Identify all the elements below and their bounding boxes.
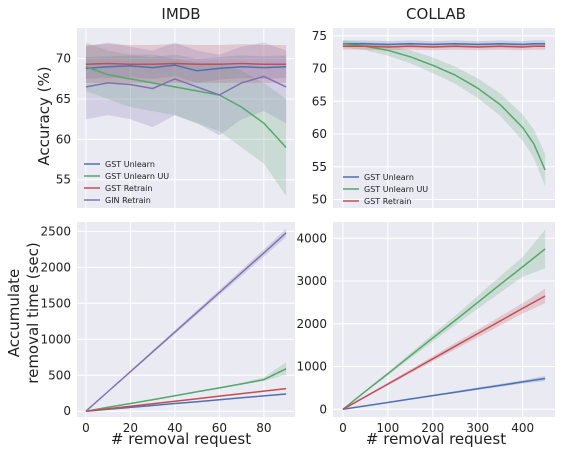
y-tick-label: 2000	[296, 317, 327, 331]
series-line-gst-unlearn	[342, 377, 546, 411]
series-line-gin-retrain	[85, 75, 287, 96]
series-line-gst-unlearn-uu	[342, 42, 546, 171]
band-gst-unlearn	[85, 54, 287, 83]
y-tick-label: 500	[48, 368, 71, 382]
y-tick-label: 0	[63, 404, 71, 418]
y-tick-label: 70	[312, 62, 327, 76]
y-tick-label: 70	[56, 52, 71, 66]
imdb-xlabel: # removal request	[111, 430, 251, 448]
x-tick-label: 0	[339, 421, 347, 435]
x-tick-label: 60	[212, 421, 227, 435]
y-tick-label: 55	[312, 160, 327, 174]
series-line-gst-retrain	[342, 295, 546, 410]
y-tick-label: 1000	[296, 360, 327, 374]
collab-title: COLLAB	[406, 5, 466, 23]
legend-label: GST Retrain	[105, 184, 152, 193]
series-line-gst-unlearn	[85, 393, 287, 412]
plot-background	[333, 222, 555, 417]
series-line-gst-retrain	[85, 387, 287, 412]
y-tick-label: 65	[312, 94, 327, 108]
x-tick-label: 0	[82, 421, 90, 435]
x-tick-label: 200	[421, 421, 444, 435]
series-line-gst-unlearn	[85, 64, 287, 72]
y-tick-label: 65	[56, 92, 71, 106]
plot-background	[77, 28, 295, 208]
y-tick-label: 75	[312, 29, 327, 43]
y-tick-label: 4000	[296, 231, 327, 245]
legend-label: GST Unlearn	[364, 173, 414, 182]
legend-label: GST Unlearn	[105, 160, 155, 169]
x-tick-label: 80	[256, 421, 271, 435]
x-tick-label: 40	[167, 421, 182, 435]
time-ylabel-line2: removal time (sec)	[24, 242, 42, 384]
panel-collab-accuracy: 50 55 60 65 70 75 GST Unlearn GST Unlearn UU GST…	[312, 28, 555, 208]
legend-label: GST Unlearn UU	[364, 185, 428, 194]
x-tick-label: 400	[511, 421, 534, 435]
legend-label: GST Retrain	[364, 197, 411, 206]
band-gst-unlearn-uu	[85, 42, 287, 196]
imdb-title: IMDB	[161, 5, 200, 23]
y-tick-label: 2500	[40, 224, 71, 238]
series-line-gst-retrain	[342, 45, 546, 48]
series-line-gst-unlearn-uu	[342, 248, 546, 410]
y-tick-label: 60	[312, 127, 327, 141]
y-tick-label: 1000	[40, 332, 71, 346]
y-tick-label: 0	[319, 402, 327, 416]
legend-label: GIN Retrain	[105, 196, 151, 205]
y-tick-label: 1500	[40, 296, 71, 310]
collab-xlabel: # removal request	[366, 430, 506, 448]
y-tick-label: 3000	[296, 274, 327, 288]
y-tick-label: 50	[312, 192, 327, 206]
x-tick-label: 100	[376, 421, 399, 435]
accuracy-ylabel: Accuracy (%)	[35, 66, 53, 165]
time-ylabel-line1: Accumulate	[5, 269, 23, 358]
y-tick-label: 2000	[40, 260, 71, 274]
y-tick-label: 60	[56, 132, 71, 146]
series-line-gst-retrain	[85, 62, 287, 66]
x-tick-label: 20	[123, 421, 138, 435]
plot-background	[77, 222, 295, 417]
legend-label: GST Unlearn UU	[105, 172, 169, 181]
series-line-gst-unlearn	[342, 42, 546, 46]
series-line-gst-unlearn-uu	[85, 65, 287, 149]
x-tick-label: 300	[466, 421, 489, 435]
y-tick-label: 55	[56, 173, 71, 187]
series-line-gst-unlearn-uu	[85, 368, 287, 412]
series-line-gin-retrain	[85, 232, 287, 412]
panel-imdb-time: 0 20 40 60 80 0 500 1000 1500 2000 2500	[40, 222, 295, 435]
panel-imdb-accuracy: 55 60 65 70 GST Unlearn GST Unlearn UU GST Ret…	[56, 28, 295, 208]
plot-background	[333, 28, 555, 208]
